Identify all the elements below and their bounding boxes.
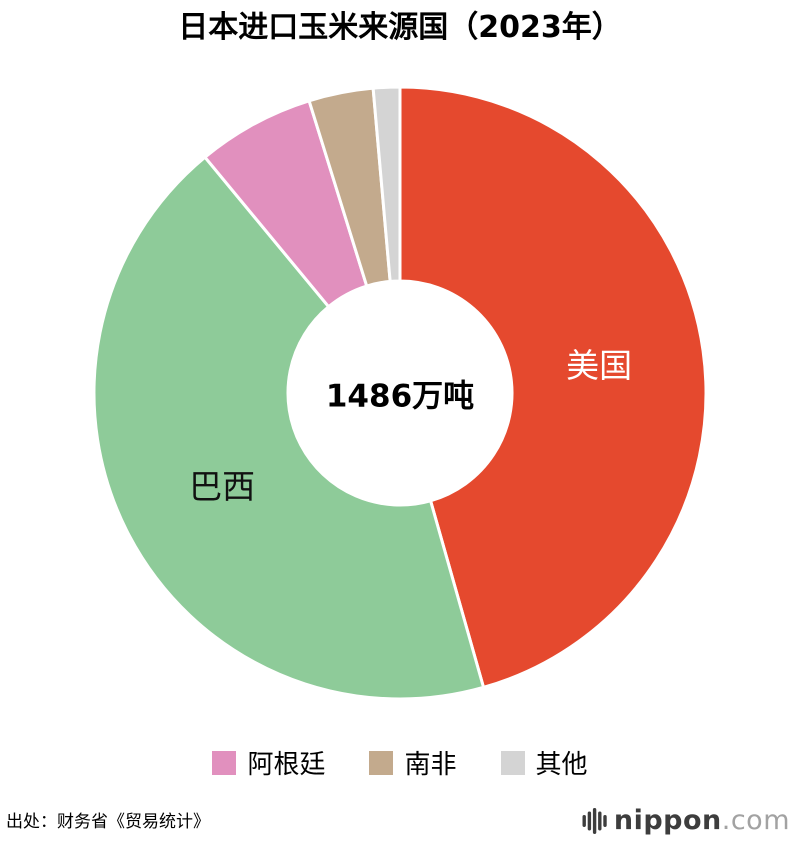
legend-item-south-africa: 南非 [369,744,457,781]
footer: 出处：财务省《贸易统计》 nippon .com [0,796,800,844]
legend-item-argentina: 阿根廷 [212,744,325,781]
slice-label-brazil: 巴西 [189,467,255,506]
donut-center-total: 1486万吨 [325,378,475,415]
legend-label-south-africa: 南非 [404,750,457,780]
brand-name: nippon [613,805,722,836]
source-credit: 出处：财务省《贸易统计》 [6,812,210,832]
infographic-page: 日本进口玉米来源国（2023年） 美国巴西 1486万吨 阿根廷 南非 其他 出… [0,10,800,836]
nippon-logo-icon [582,807,607,834]
chart-title: 日本进口玉米来源国（2023年） [178,10,622,45]
legend-label-argentina: 阿根廷 [247,750,326,780]
donut-segment-usa [398,85,708,689]
legend-swatch-others [500,750,525,775]
legend-item-others: 其他 [500,744,588,781]
nippon-logo: nippon .com [582,805,790,836]
donut-segment-others [371,85,402,283]
donut-chart-area: 美国巴西 1486万吨 [0,78,800,710]
legend-swatch-argentina [212,750,237,775]
slice-label-usa: 美国 [566,346,632,385]
brand-tld: .com [721,805,790,836]
legend-label-others: 其他 [535,750,588,780]
legend-swatch-south-africa [369,750,394,775]
donut-segment-brazil [92,155,486,701]
chart-legend: 阿根廷 南非 其他 [0,744,800,781]
